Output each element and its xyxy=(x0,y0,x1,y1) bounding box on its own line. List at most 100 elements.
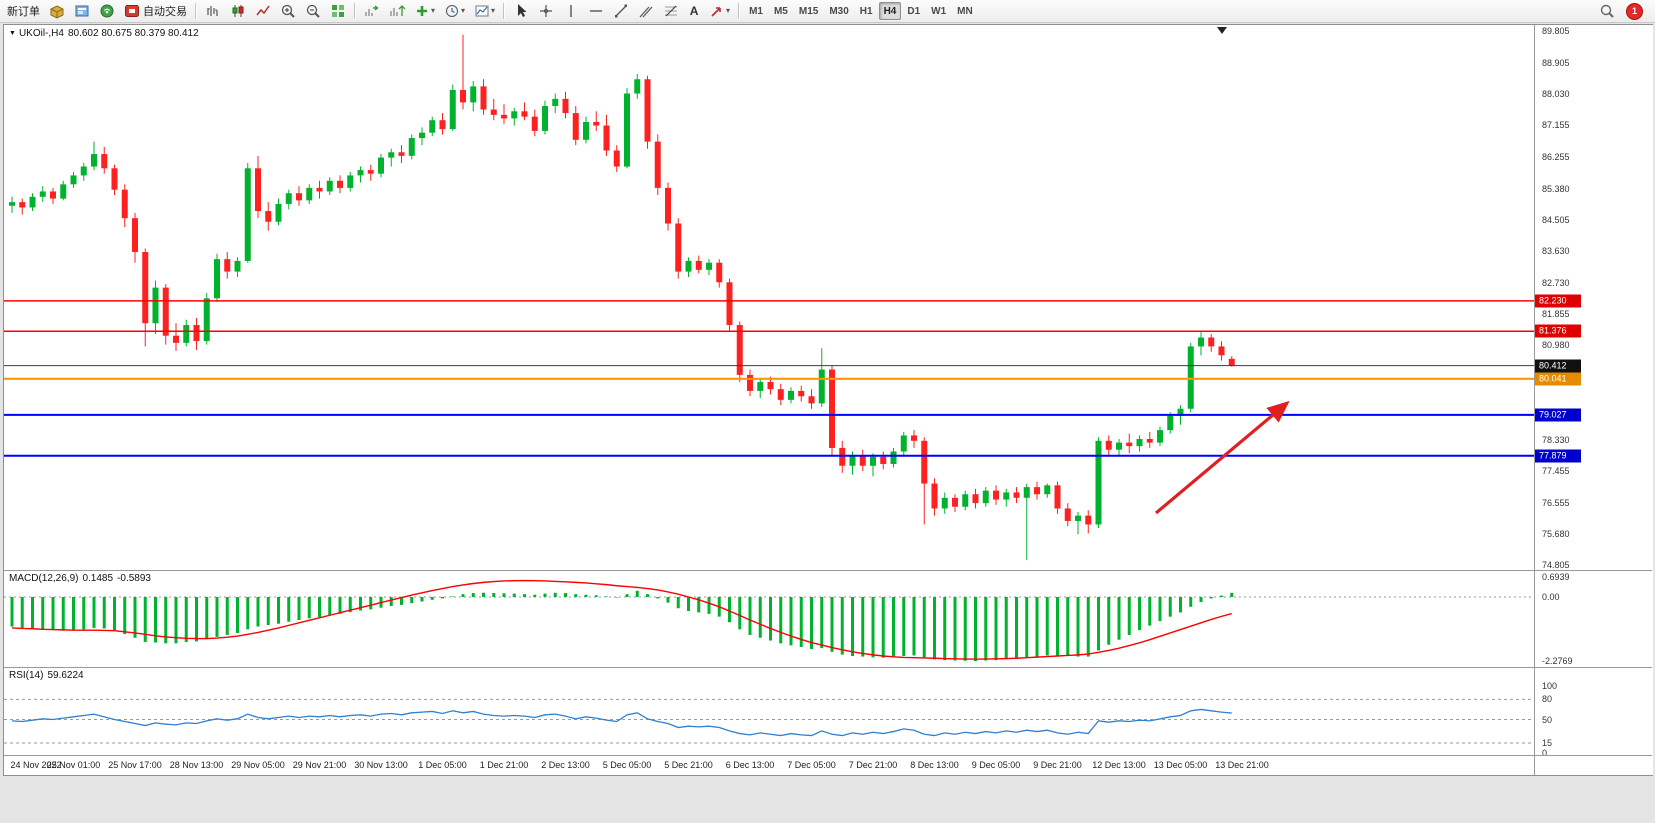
price-line-badge: 77.879 xyxy=(1535,449,1581,463)
timeframe-h1-button[interactable]: H1 xyxy=(855,2,878,20)
time-axis-label: 5 Dec 05:00 xyxy=(602,760,652,770)
notification-badge[interactable]: 1 xyxy=(1626,2,1643,20)
macd-header: MACD(12,26,9) 0.1485 -0.5893 xyxy=(9,573,155,584)
trendline-button[interactable] xyxy=(609,1,633,21)
candle-body xyxy=(511,111,518,119)
zoom-out-button[interactable] xyxy=(301,1,325,21)
one-click-trading-arrow-icon[interactable]: ▼ xyxy=(9,30,16,37)
candle-body xyxy=(357,170,364,176)
candle-body xyxy=(552,98,559,106)
price-tick-label: 88.030 xyxy=(1542,89,1570,100)
macd-indicator-pane[interactable] xyxy=(4,571,1534,668)
cursor-icon xyxy=(518,4,527,17)
price-tick-label: 82.730 xyxy=(1542,278,1570,288)
chart-shift-button[interactable] xyxy=(385,1,409,21)
candle-body xyxy=(1013,492,1020,498)
candle-body xyxy=(9,202,15,206)
cursor-button[interactable] xyxy=(509,1,533,21)
templates-dropdown[interactable]: ▾ xyxy=(470,1,499,21)
candle-body xyxy=(378,157,384,174)
candle-body xyxy=(870,456,876,466)
candle-body xyxy=(255,168,261,212)
candle-body xyxy=(142,252,149,324)
time-scale[interactable]: 24 Nov 2022 25 Nov 01:00 25 Nov 17:00 28 No… xyxy=(4,756,1534,775)
main-price-chart[interactable] xyxy=(4,25,1534,571)
timeframe-d1-button[interactable]: D1 xyxy=(902,2,925,20)
candle-body xyxy=(1034,487,1040,495)
timeframe-h4-button[interactable]: H4 xyxy=(878,2,902,20)
zoom-out-icon xyxy=(306,4,320,18)
candle-body xyxy=(593,121,600,126)
timeframe-m1-button[interactable]: M1 xyxy=(744,2,768,20)
price-tick-label: 76.555 xyxy=(1542,497,1570,508)
price-line-badge: 80.041 xyxy=(1535,372,1581,386)
candle-body xyxy=(859,455,866,466)
timeframe-m15-button[interactable]: M15 xyxy=(794,2,823,20)
timeframe-mn-button[interactable]: MN xyxy=(952,2,978,20)
candle-body xyxy=(706,262,712,270)
autotrading-button[interactable]: 自动交易 xyxy=(120,1,191,21)
macd-main-value: 0.1485 xyxy=(82,573,114,584)
toolbar-separator xyxy=(503,3,506,19)
candle-body xyxy=(1116,442,1122,450)
gold-box-icon xyxy=(50,5,64,19)
candle-body xyxy=(1198,337,1204,347)
price-scale[interactable]: 89.805 88.905 88.030 87.155 86.255 85.380 84.5… xyxy=(1534,25,1653,775)
fibonacci-button[interactable] xyxy=(659,1,683,21)
auto-scroll-button[interactable] xyxy=(360,1,384,21)
price-tick-label: 75.680 xyxy=(1542,529,1570,540)
candle-body xyxy=(1136,439,1143,447)
macd-axis-label: 0.00 xyxy=(1542,591,1560,602)
line-chart-button[interactable] xyxy=(251,1,275,21)
crosshair-button[interactable] xyxy=(534,1,558,21)
chart-shift-marker-icon[interactable] xyxy=(1217,27,1227,34)
text-tool-button[interactable]: A xyxy=(684,1,704,21)
search-icon xyxy=(1600,4,1614,18)
channel-button[interactable] xyxy=(634,1,658,21)
symbol-period-label: UKOil-,H4 xyxy=(18,28,64,39)
candle-body xyxy=(1064,508,1071,521)
new-order-button[interactable]: 新订单 xyxy=(3,1,44,21)
macd-pane-separator[interactable] xyxy=(4,570,1652,571)
candle-body xyxy=(306,187,313,201)
candle-body xyxy=(911,435,917,441)
tile-windows-button[interactable] xyxy=(326,1,350,21)
candle-body xyxy=(1095,440,1102,525)
fibonacci-icon xyxy=(665,5,678,17)
gold-box-button[interactable] xyxy=(45,1,69,21)
time-axis-label: 28 Nov 13:00 xyxy=(169,760,224,770)
toolbar-right-group: 1 xyxy=(1595,1,1652,21)
candle-body xyxy=(634,79,641,94)
green-signal-button[interactable] xyxy=(95,1,119,21)
rsi-pane-separator[interactable] xyxy=(4,667,1652,668)
trend-arrow-annotation[interactable] xyxy=(1154,400,1290,515)
candle-body xyxy=(931,483,938,509)
price-tick-label: 87.155 xyxy=(1542,120,1570,131)
macd-signal-line xyxy=(11,579,1232,660)
rsi-header: RSI(14) 59.6224 xyxy=(9,670,88,681)
zoom-in-button[interactable] xyxy=(276,1,300,21)
arrows-dropdown[interactable]: ▾ xyxy=(705,1,734,21)
search-button[interactable] xyxy=(1595,1,1619,21)
candle-body xyxy=(665,187,671,224)
blue-window-button[interactable] xyxy=(70,1,94,21)
rsi-indicator-pane[interactable] xyxy=(4,668,1534,756)
candlestick-chart-button[interactable] xyxy=(226,1,250,21)
chart-title: ▼ UKOil-,H4 80.602 80.675 80.379 80.412 xyxy=(9,28,203,39)
horizontal-line-button[interactable] xyxy=(584,1,608,21)
candle-body xyxy=(193,325,200,342)
price-line-badge: 81.376 xyxy=(1535,324,1581,338)
timeframe-m5-button[interactable]: M5 xyxy=(769,2,793,20)
timeframe-m30-button[interactable]: M30 xyxy=(824,2,853,20)
candle-body xyxy=(1228,358,1235,366)
bar-chart-button[interactable] xyxy=(201,1,225,21)
timeframe-w1-button[interactable]: W1 xyxy=(926,2,951,20)
candle-body xyxy=(183,325,190,343)
auto-scroll-icon xyxy=(365,5,379,16)
vertical-line-button[interactable] xyxy=(559,1,583,21)
periods-dropdown[interactable]: ▾ xyxy=(440,1,469,21)
indicators-dropdown[interactable]: ▾ xyxy=(410,1,439,21)
new-order-label: 新订单 xyxy=(7,6,40,18)
candle-body xyxy=(982,490,989,504)
candle-body xyxy=(152,287,159,324)
